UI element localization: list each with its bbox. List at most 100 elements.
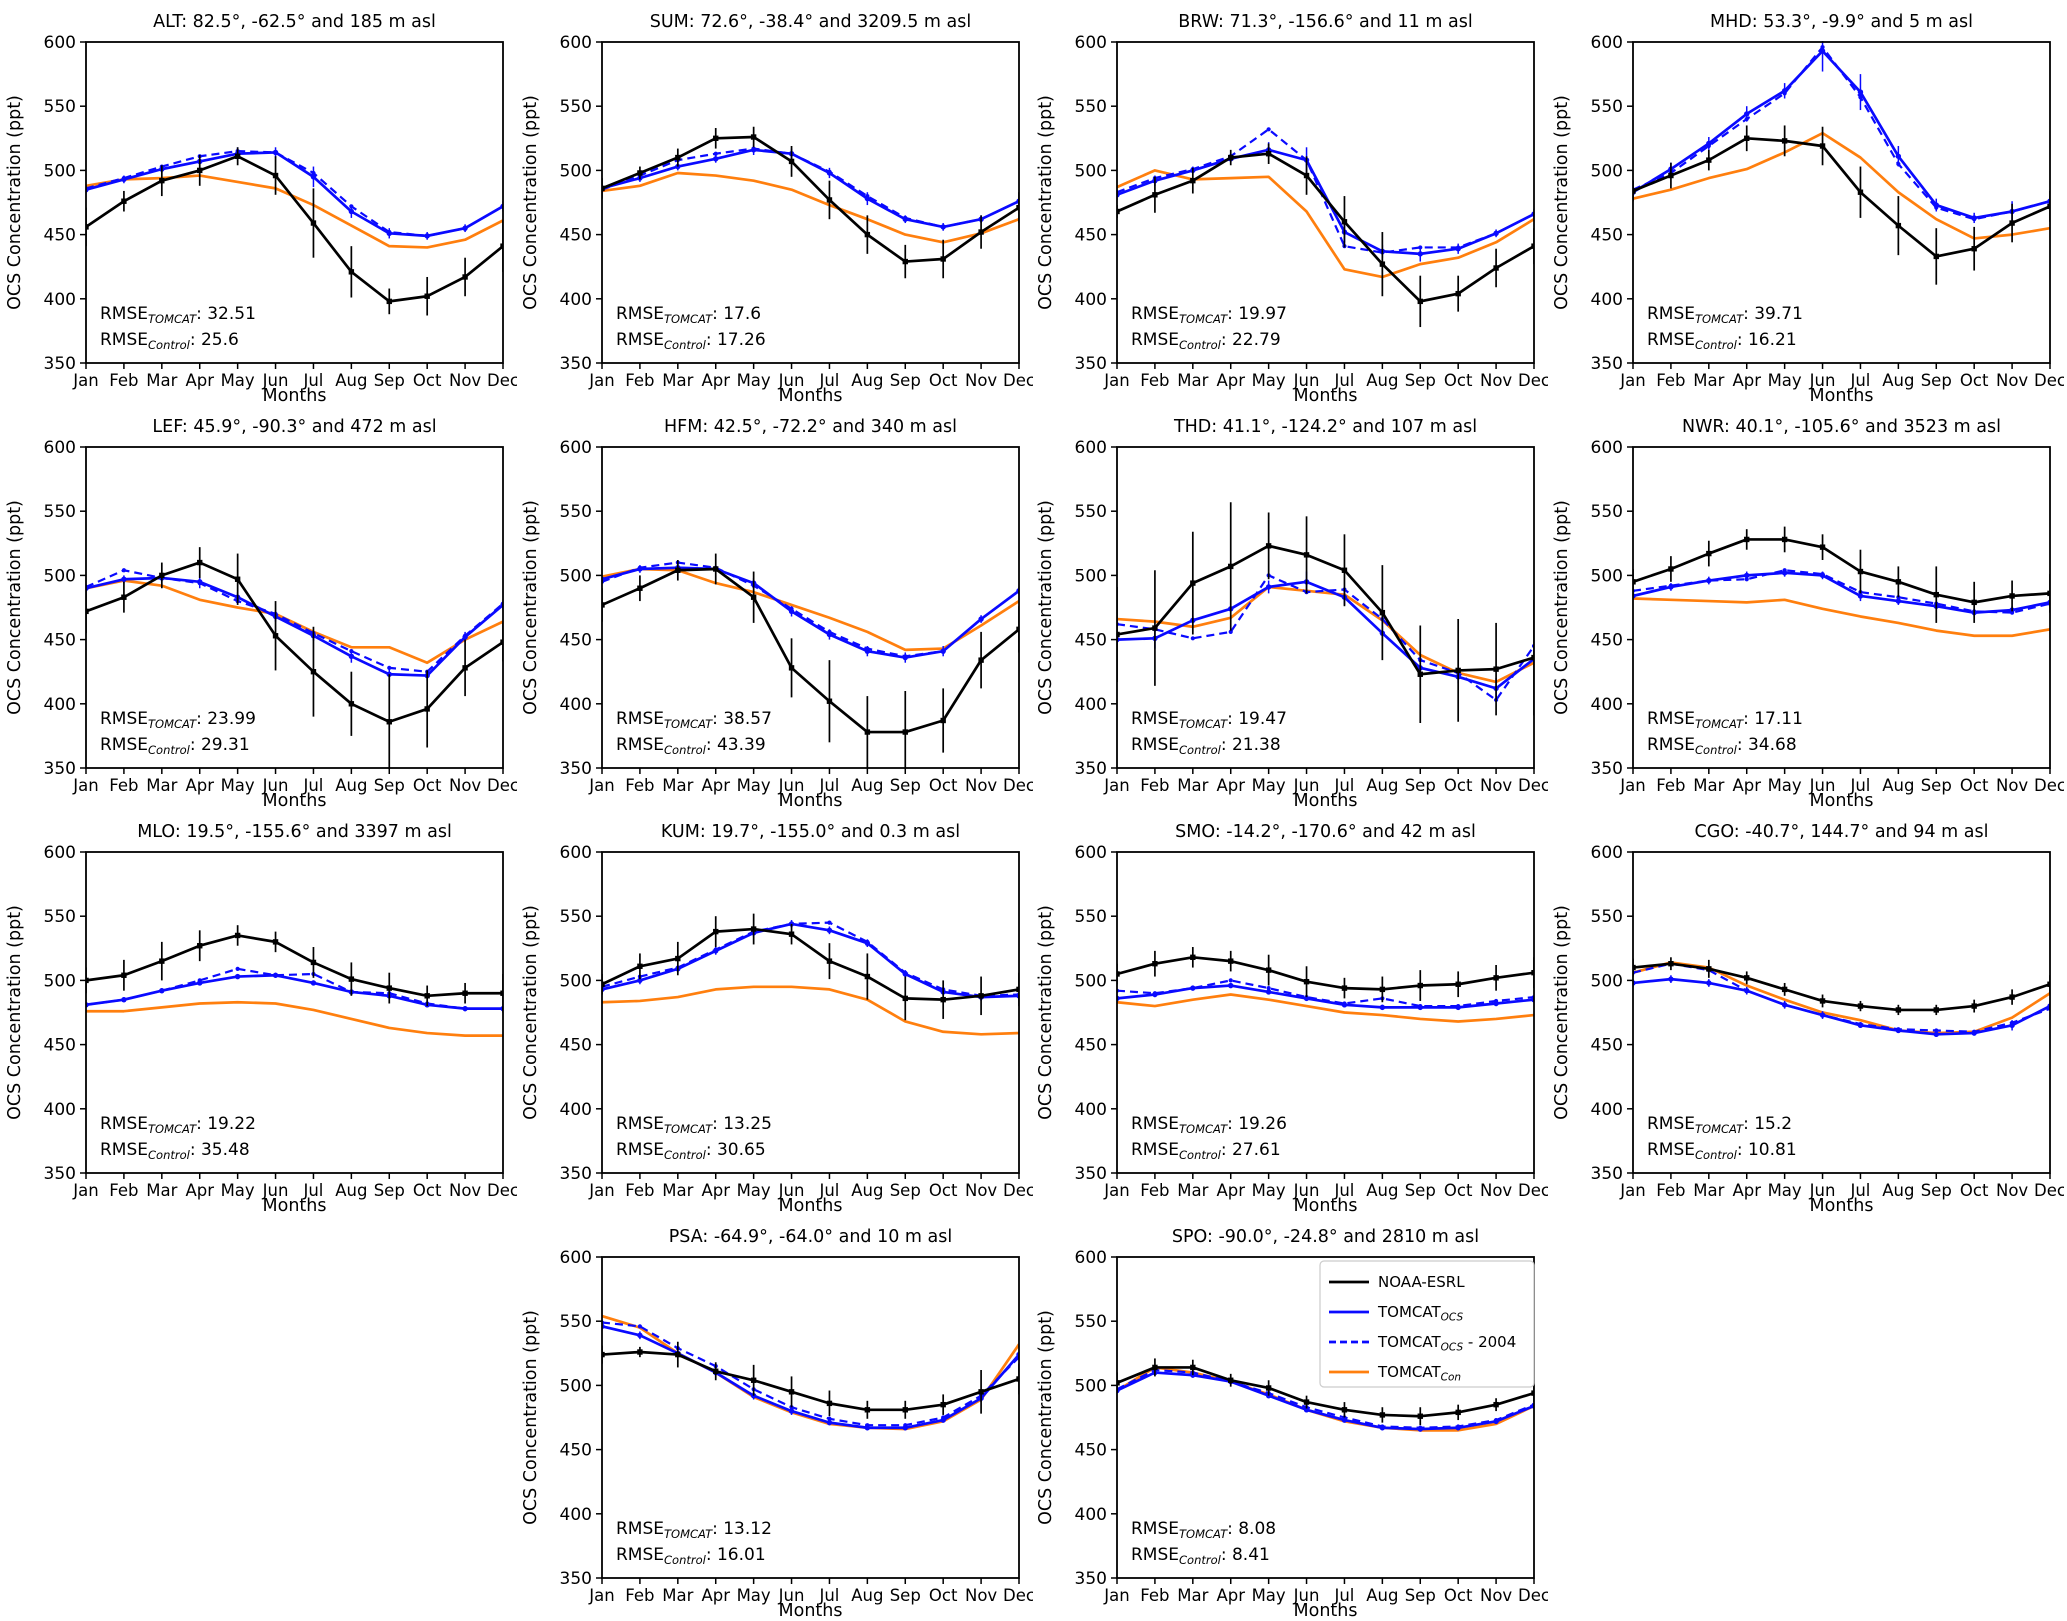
axes-frame bbox=[1632, 851, 2051, 1174]
noaa-esrl-marker bbox=[1455, 667, 1461, 674]
rmse-tomcat-value: RMSETOMCAT: 13.25 bbox=[616, 1114, 772, 1136]
y-tick-label: 550 bbox=[1075, 907, 1107, 927]
x-tick-label: Mar bbox=[662, 1181, 693, 1200]
y-tick-label: 500 bbox=[1075, 161, 1107, 181]
x-tick-label: Aug bbox=[335, 371, 367, 390]
axis-ticks: 350 400 450 500 550 600 Jan Feb Mar Apr May Jun Jul A… bbox=[560, 843, 1035, 1200]
x-tick-label: Sep bbox=[1921, 371, 1952, 390]
panel-title: MHD: 53.3°, -9.9° and 5 m asl bbox=[1710, 12, 1973, 32]
tomcat-ocs-line bbox=[1633, 49, 2050, 220]
legend-label-ocs2004: TOMCATOCS - 2004 bbox=[1377, 1333, 1516, 1354]
x-tick-label: Jan bbox=[1619, 371, 1645, 390]
panel-THD: THD: 41.1°, -124.2° and 107 m asl OCS Con… bbox=[1031, 405, 1550, 815]
axis-ticks: 350 400 450 500 550 600 Jan Feb Mar Apr May Jun Jul A… bbox=[1591, 438, 2066, 795]
noaa-esrl-marker bbox=[1895, 579, 1902, 585]
axes-frame bbox=[601, 851, 1020, 1174]
noaa-esrl-marker bbox=[1228, 958, 1234, 964]
tomcat-ocs-marker bbox=[197, 579, 203, 585]
noaa-esrl-marker bbox=[788, 158, 795, 165]
noaa-esrl-marker bbox=[2047, 981, 2050, 987]
noaa-esrl-marker bbox=[940, 996, 946, 1003]
rmse-tomcat-value: RMSETOMCAT: 32.51 bbox=[100, 304, 256, 326]
noaa-esrl-marker bbox=[1016, 204, 1019, 211]
noaa-esrl-marker bbox=[1152, 1364, 1158, 1371]
noaa-esrl-marker bbox=[159, 177, 165, 184]
y-tick-label: 600 bbox=[560, 438, 592, 458]
noaa-esrl-marker bbox=[902, 258, 908, 265]
tomcat-ocs-marker bbox=[864, 195, 871, 202]
x-axis-label: Months bbox=[779, 1196, 843, 1216]
tomcat-con-line bbox=[1633, 961, 2050, 1035]
panel-title: BRW: 71.3°, -156.6° and 11 m asl bbox=[1178, 12, 1472, 32]
rmse-tomcat-value: RMSETOMCAT: 19.22 bbox=[100, 1114, 256, 1136]
x-tick-label: Apr bbox=[185, 1181, 214, 1200]
x-tick-label: Jul bbox=[818, 776, 839, 795]
x-tick-label: Jan bbox=[588, 776, 614, 795]
chart-KUM: KUM: 19.7°, -155.0° and 0.3 m asl OCS Con… bbox=[521, 822, 1035, 1216]
noaa-esrl-marker bbox=[1341, 1407, 1348, 1413]
noaa-esrl-marker bbox=[272, 939, 279, 945]
panel-title: SUM: 72.6°, -38.4° and 3209.5 m asl bbox=[650, 12, 972, 32]
tomcat-ocs-2004-marker bbox=[637, 1324, 643, 1329]
y-tick-label: 500 bbox=[44, 971, 76, 991]
noaa-esrl-marker bbox=[1455, 290, 1461, 297]
axes-frame bbox=[85, 41, 504, 364]
noaa-esrl-marker bbox=[1265, 1385, 1272, 1391]
tomcat-ocs-marker bbox=[1857, 89, 1864, 95]
tomcat-ocs-marker bbox=[462, 225, 468, 231]
y-axis-label: OCS Concentration (ppt) bbox=[1036, 95, 1056, 310]
chart-HFM: HFM: 42.5°, -72.2° and 340 m asl OCS Conc… bbox=[521, 417, 1035, 811]
tomcat-ocs-marker bbox=[864, 940, 871, 946]
noaa-esrl-marker bbox=[1819, 143, 1826, 149]
y-tick-label: 500 bbox=[44, 161, 76, 181]
x-tick-label: Dec bbox=[1518, 1586, 1548, 1605]
x-tick-label: Mar bbox=[1177, 1181, 1208, 1200]
tomcat-ocs-marker bbox=[788, 608, 795, 615]
y-tick-label: 600 bbox=[560, 1248, 592, 1268]
noaa-esrl-line bbox=[86, 561, 503, 724]
x-tick-label: Feb bbox=[1656, 1181, 1685, 1200]
y-tick-label: 450 bbox=[1591, 1036, 1623, 1056]
noaa-esrl-marker bbox=[1190, 1364, 1196, 1371]
noaa-esrl-line bbox=[1633, 962, 2050, 1012]
x-tick-label: Jun bbox=[778, 776, 805, 795]
x-tick-label: Apr bbox=[701, 776, 730, 795]
tomcat-ocs-marker bbox=[121, 176, 127, 183]
tomcat-ocs-marker bbox=[272, 972, 279, 978]
x-axis-label: Months bbox=[263, 1196, 327, 1216]
y-tick-label: 400 bbox=[1591, 1100, 1623, 1120]
y-tick-label: 450 bbox=[1591, 226, 1623, 246]
tomcat-ocs-2004-marker bbox=[1266, 127, 1271, 132]
tomcat-ocs-line bbox=[86, 973, 503, 1010]
noaa-esrl-marker bbox=[1265, 543, 1272, 549]
x-tick-label: Sep bbox=[1405, 1586, 1436, 1605]
x-tick-label: Jun bbox=[1293, 1586, 1320, 1605]
x-tick-label: Aug bbox=[1882, 776, 1914, 795]
x-tick-label: Oct bbox=[413, 371, 442, 390]
y-tick-label: 350 bbox=[1591, 759, 1623, 779]
tomcat-ocs-marker bbox=[1781, 1002, 1788, 1008]
x-tick-label: Jun bbox=[778, 1586, 805, 1605]
noaa-esrl-marker bbox=[675, 1351, 681, 1358]
y-tick-label: 450 bbox=[44, 226, 76, 246]
x-tick-label: Dec bbox=[1518, 371, 1548, 390]
x-tick-label: Jan bbox=[1103, 1181, 1129, 1200]
noaa-esrl-marker bbox=[386, 298, 392, 305]
axis-ticks: 350 400 450 500 550 600 Jan Feb Mar Apr May Jun Jul A… bbox=[1591, 33, 2066, 390]
x-tick-label: Jun bbox=[262, 371, 289, 390]
y-tick-label: 400 bbox=[560, 1505, 592, 1525]
noaa-esrl-marker bbox=[1190, 177, 1196, 184]
noaa-esrl-marker bbox=[675, 567, 681, 573]
noaa-esrl-marker bbox=[2047, 203, 2050, 210]
x-tick-label: Sep bbox=[890, 1586, 921, 1605]
x-tick-label: Jan bbox=[1103, 1586, 1129, 1605]
tomcat-ocs-marker bbox=[864, 648, 871, 654]
tomcat-ocs-marker bbox=[121, 576, 127, 582]
x-tick-label: Apr bbox=[701, 1586, 730, 1605]
noaa-esrl-marker bbox=[826, 1400, 833, 1407]
noaa-esrl-marker bbox=[386, 985, 392, 991]
tomcat-ocs-marker bbox=[310, 980, 317, 986]
x-tick-label: Oct bbox=[929, 1181, 958, 1200]
x-tick-label: Nov bbox=[1480, 776, 1512, 795]
chart-ALT: ALT: 82.5°, -62.5° and 185 m asl OCS Conc… bbox=[5, 12, 519, 406]
